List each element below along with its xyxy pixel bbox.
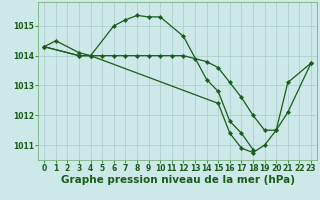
X-axis label: Graphe pression niveau de la mer (hPa): Graphe pression niveau de la mer (hPa) xyxy=(60,175,295,185)
